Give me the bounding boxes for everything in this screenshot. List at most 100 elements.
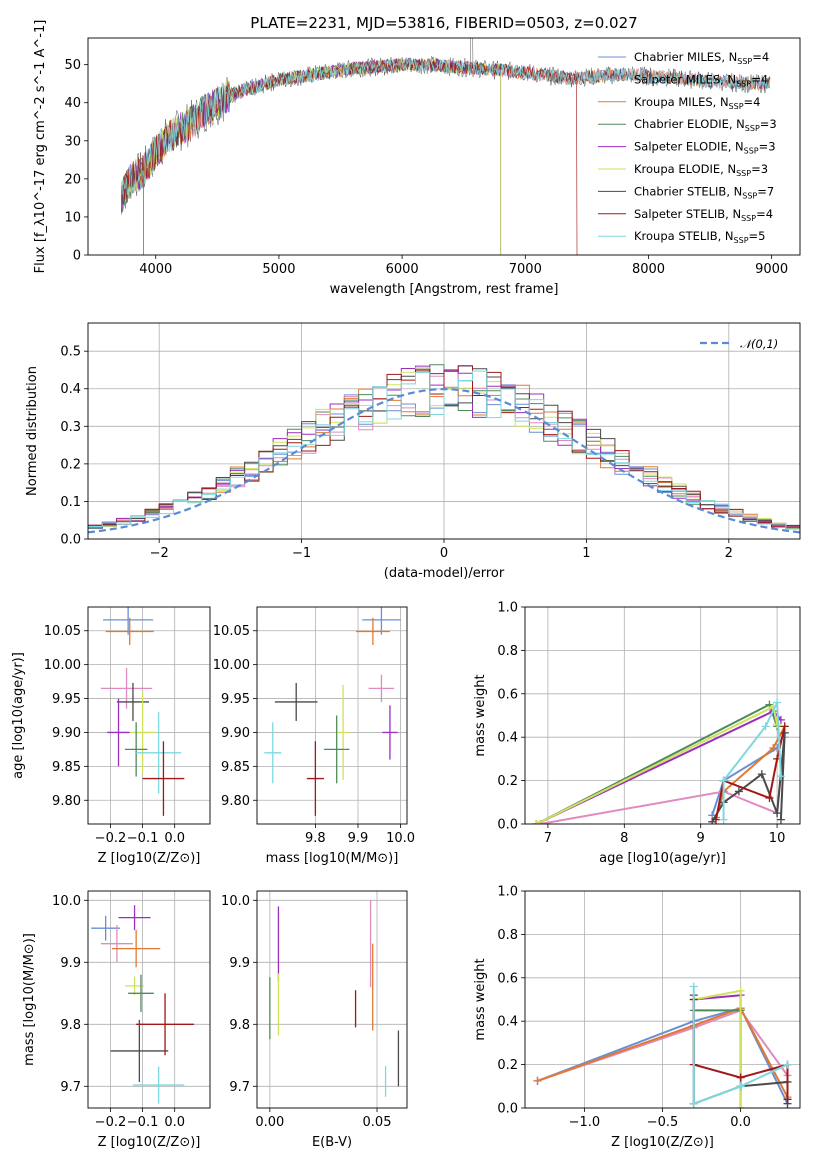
y-tick-label: 30 (64, 134, 81, 149)
y-tick-label: 50 (64, 58, 81, 73)
legend-label-value: =4 (751, 72, 768, 86)
panel-weight-vs-age: 7 8 9 10 0.0 0.2 0.4 0.6 0.8 1.0 age [log10(age/yr… (473, 601, 801, 866)
histogram-step-line (88, 365, 800, 528)
plot-area (91, 905, 194, 1104)
weight-series-line (537, 1007, 789, 1105)
legend-label-subscript: SSP (744, 147, 759, 156)
errorbar-point (264, 722, 282, 784)
y-tick-label: 0.8 (497, 928, 518, 943)
legend-label-subscript: SSP (742, 191, 757, 200)
weight-point-marker (689, 982, 698, 991)
y-tick-label: 9.85 (221, 760, 250, 775)
y-axis-label: mass [log10(M/M⊙)] (22, 933, 37, 1066)
errorbar-point (368, 674, 395, 702)
y-tick-label: 10.05 (44, 624, 81, 639)
panel-spectrum: 4000 5000 6000 7000 8000 9000 0 10 20 30 40 50 wavel… (33, 20, 801, 297)
errorbar-point (362, 607, 401, 635)
errorbar-point (323, 715, 350, 784)
y-tick-label: 9.9 (60, 956, 81, 971)
x-tick-label: 2 (725, 546, 733, 561)
legend-label: Salpeter MILES, NSSP=4 (634, 72, 768, 88)
y-tick-label: 10.0 (52, 894, 81, 909)
y-tick-label: 0.3 (60, 420, 81, 435)
y-axis-label: mass weight (473, 958, 488, 1040)
errorbar-point (355, 617, 390, 645)
x-axis-label: age [log10(age/yr)] (599, 851, 726, 866)
weight-point-marker (765, 793, 774, 802)
plot-area (264, 607, 401, 816)
legend-label-subscript: SSP (729, 102, 744, 111)
legend-label: Chabrier MILES, NSSP=4 (634, 50, 769, 66)
plot-area (88, 364, 800, 534)
y-tick-label: 0.2 (497, 1058, 518, 1073)
weight-series-line (692, 986, 788, 1106)
weight-point-marker (761, 722, 770, 731)
y-tick-label: 10.00 (213, 658, 250, 673)
y-tick-label: 9.8 (60, 1018, 81, 1033)
y-tick-label: 40 (64, 96, 81, 111)
y-tick-label: 0.2 (497, 774, 518, 789)
errorbar-point (129, 691, 156, 774)
errorbar-point (306, 741, 324, 816)
errorbar-point (110, 1019, 169, 1082)
weight-series-line (537, 1006, 789, 1098)
x-tick-label: 10 (769, 831, 786, 846)
weight-point-marker (736, 986, 745, 995)
errorbar-point (136, 712, 182, 794)
y-tick-label: 0.6 (497, 687, 518, 702)
panel-age-vs-Z: −0.2 −0.1 0.0 9.80 9.85 9.90 9.95 10.00 10.05 Z [… (11, 606, 211, 866)
plot-area (100, 607, 185, 816)
legend-label-subscript: SSP (734, 236, 749, 245)
x-tick-label: 9 (697, 831, 705, 846)
legend-label-value: =3 (751, 162, 768, 176)
x-tick-label: 10.0 (386, 831, 415, 846)
y-tick-label: 20 (64, 172, 81, 187)
y-tick-label: 0.5 (60, 345, 81, 360)
errorbar-point (274, 682, 318, 721)
x-tick-label: 0.0 (730, 1115, 751, 1130)
y-tick-label: 0.0 (60, 533, 81, 548)
weight-point-marker (719, 815, 728, 824)
weight-point-marker (711, 815, 720, 824)
y-tick-label: 9.95 (221, 692, 250, 707)
x-tick-label: −1.0 (569, 1115, 601, 1130)
x-tick-label: 7000 (509, 262, 542, 277)
weight-point-marker (736, 1104, 745, 1108)
y-tick-label: 10 (64, 210, 81, 225)
x-tick-label: −0.1 (127, 1115, 159, 1130)
plot-layer: 4000 5000 6000 7000 8000 900001020304050wavel… (11, 20, 801, 1150)
weight-point-marker (776, 772, 785, 781)
legend-label-subscript: SSP (737, 57, 752, 66)
legend-label-value: =5 (749, 229, 766, 243)
x-tick-label: 7 (544, 831, 552, 846)
figure-title: PLATE=2231, MJD=53816, FIBERID=0503, z=0… (250, 14, 637, 32)
x-tick-label: 5000 (262, 262, 295, 277)
panel-residuals: −2 −1 0 1 2 0.0 0.1 0.2 0.3 0.4 0.5 (data-model)/er… (25, 322, 801, 581)
x-tick-label: −0.2 (95, 1115, 127, 1130)
legend-label-subscript: SSP (736, 169, 751, 178)
y-tick-label: 0.2 (60, 457, 81, 472)
panel-age-vs-mass: 9.8 9.9 10.0 9.80 9.85 9.90 9.95 10.00 10.05 mass… (213, 606, 415, 866)
y-tick-label: 0.8 (497, 644, 518, 659)
x-tick-label: 0.0 (164, 831, 185, 846)
x-tick-label: 6000 (386, 262, 419, 277)
errorbar-point (103, 607, 154, 635)
legend: 𝒩(0,1) (700, 337, 778, 351)
x-axis-label: mass [log10(M/M⊙)] (266, 851, 399, 866)
weight-point-marker (783, 1095, 792, 1104)
y-tick-label: 9.95 (52, 692, 81, 707)
x-tick-label: 8000 (632, 262, 665, 277)
weight-point-marker (719, 776, 728, 785)
x-axis-label: Z [log10(Z/Z⊙)] (98, 1135, 201, 1150)
y-tick-label: 1.0 (497, 885, 518, 900)
x-axis-label: (data-model)/error (384, 566, 505, 581)
x-tick-label: 8 (620, 831, 628, 846)
weight-point-marker (736, 1073, 745, 1082)
spectrum-series-line (120, 58, 502, 255)
legend-label: Kroupa ELODIE, NSSP=3 (634, 162, 768, 178)
y-axis-label: Normed distribution (25, 366, 40, 496)
errorbar-point (112, 930, 161, 968)
y-tick-label: 10.00 (44, 658, 81, 673)
x-tick-label: −1 (292, 546, 311, 561)
legend-label-subscript: SSP (741, 214, 756, 223)
